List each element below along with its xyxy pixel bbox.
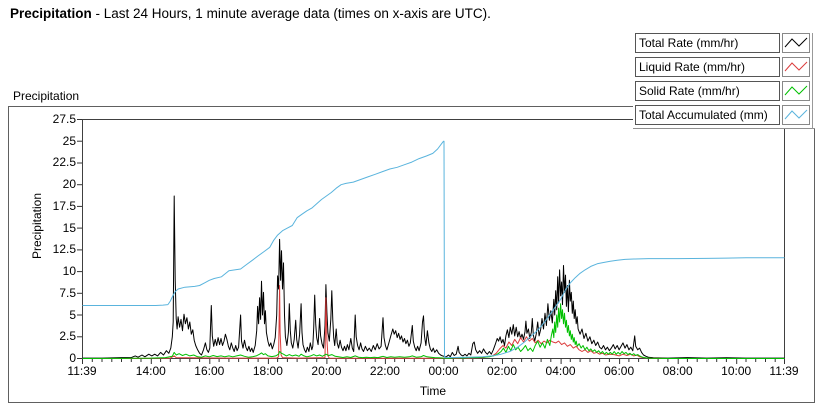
y-tick-label: 0 [69,351,76,365]
y-axis-ticks [77,119,82,359]
legend-label-liquid-rate: Liquid Rate (mm/hr) [635,57,780,77]
x-tick-label: 16:00 [194,364,225,378]
x-tick-label: 18:00 [252,364,283,378]
y-tick-label: 12.5 [52,242,76,257]
y-tick-label: 2.5 [59,329,76,344]
legend-item-liquid-rate[interactable]: Liquid Rate (mm/hr) [635,57,815,77]
legend-item-total-accumulated[interactable]: Total Accumulated (mm) [635,105,815,125]
y-tick-label: 7.5 [59,285,76,300]
x-tick-label: 11:39 [769,364,799,378]
graph-panel [8,106,815,403]
legend-label-total-rate: Total Rate (mm/hr) [635,33,780,53]
x-tick-label: 20:00 [311,364,342,378]
zigzag-line-icon [784,37,808,48]
y-tick-label: 22.5 [52,155,76,170]
x-tick-label: 02:00 [487,364,518,378]
legend-label-solid-rate: Solid Rate (mm/hr) [635,81,780,101]
y-tick-label: 10 [62,264,76,279]
legend-line-sample-solid-rate[interactable] [782,81,810,101]
plot-name: Precipitation [13,89,80,103]
x-axis-title: Time [419,384,447,398]
x-axis-ticks [82,359,785,364]
legend-line-sample-liquid-rate[interactable] [782,57,810,77]
x-tick-label: 04:00 [545,364,576,378]
legend-label-total-accumulated: Total Accumulated (mm) [635,105,780,125]
x-tick-label: 14:00 [135,364,166,378]
y-tick-label: 17.5 [52,198,76,213]
page-title-rest: - Last 24 Hours, 1 minute average data (… [91,6,491,21]
page-title-bold: Precipitation [10,6,92,21]
zigzag-line-icon [784,61,808,72]
plot-area [82,119,785,359]
y-tick-label: 20 [62,177,76,192]
legend-item-solid-rate[interactable]: Solid Rate (mm/hr) [635,81,815,101]
x-tick-label: 22:00 [369,364,400,378]
legend-line-sample-total-accumulated[interactable] [782,105,810,125]
legend-scrollbar[interactable] [812,33,813,129]
y-tick-label: 25 [62,133,76,148]
x-tick-label: 06:00 [604,364,635,378]
y-tick-label: 5 [69,307,76,322]
legend-item-total-rate[interactable]: Total Rate (mm/hr) [635,33,815,53]
zigzag-line-icon [784,85,808,96]
y-tick-label: 15 [62,220,76,235]
x-tick-label: 00:00 [428,364,459,378]
legend-line-sample-total-rate[interactable] [782,33,810,53]
y-tick-label: 27.5 [52,112,76,126]
page-title: Precipitation - Last 24 Hours, 1 minute … [10,6,491,21]
x-tick-label: 11:39 [67,364,97,378]
x-tick-label: 10:00 [721,364,752,378]
x-tick-label: 08:00 [662,364,693,378]
zigzag-line-icon [784,109,808,120]
chart-legend: Total Rate (mm/hr) Liquid Rate (mm/hr) S… [633,33,815,129]
